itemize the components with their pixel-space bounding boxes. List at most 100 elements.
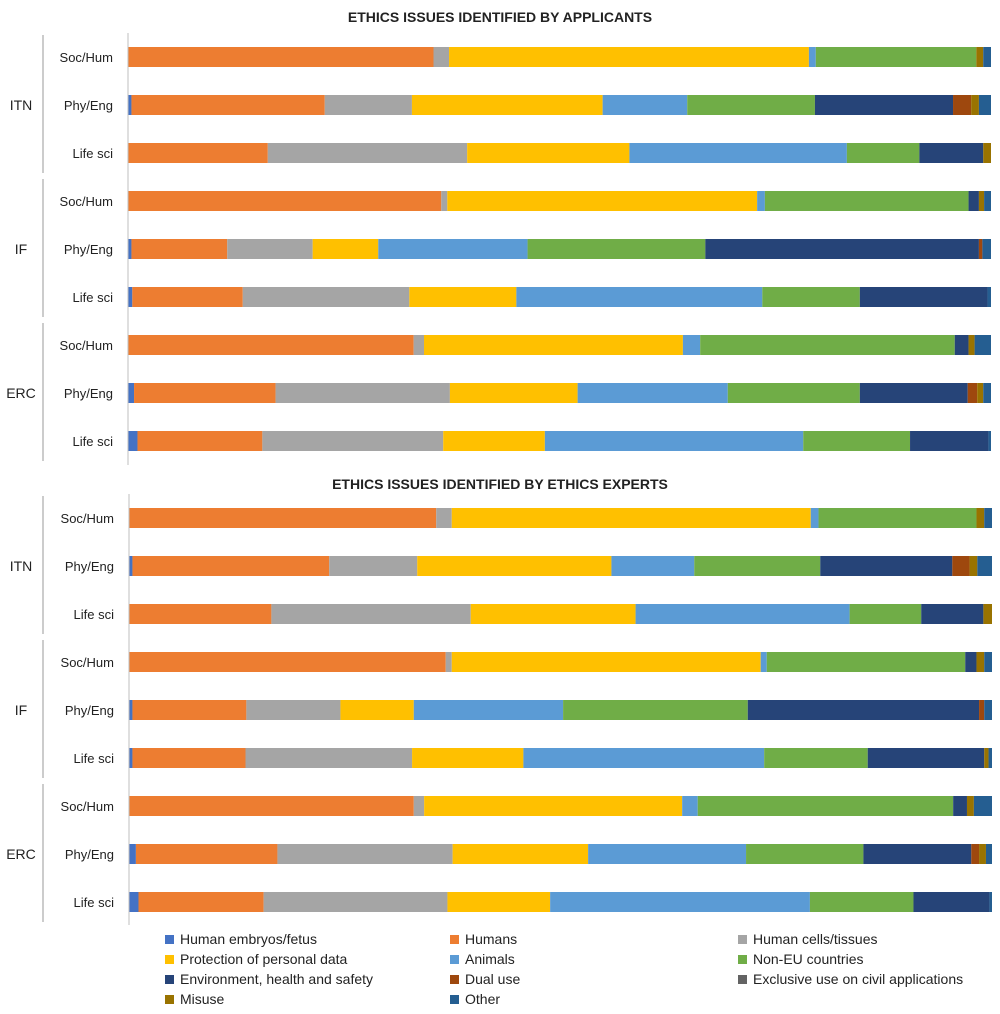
bar-segment-protection-of-personal-data — [424, 335, 683, 355]
row-label: Soc/Hum — [60, 50, 113, 65]
bar-segment-misuse — [976, 508, 985, 528]
bar-segment-animals — [516, 287, 763, 307]
row-label: Soc/Hum — [60, 194, 113, 209]
bar-segment-humans — [128, 143, 268, 163]
bar-segment-other — [987, 287, 991, 307]
bar-segment-animals — [550, 892, 810, 912]
bar-segment-human-embryos-fetus — [128, 95, 132, 115]
row-label: Soc/Hum — [61, 655, 114, 670]
bar-segment-humans — [129, 652, 446, 672]
bar-segment-human-cells-tissues — [262, 431, 444, 451]
bar-segment-animals — [682, 796, 698, 816]
bar-segment-other — [983, 47, 991, 67]
bar-segment-dual-use — [967, 383, 978, 403]
legend-item: Other — [450, 990, 738, 1008]
legend-swatch — [450, 934, 459, 944]
group-label: IF — [15, 241, 27, 257]
bar-segment-dual-use — [971, 844, 980, 864]
bar-segment-protection-of-personal-data — [451, 508, 811, 528]
bar-segment-environment-health-and-safety — [913, 892, 990, 912]
bar-segment-environment-health-and-safety — [968, 191, 979, 211]
legend-swatch — [165, 974, 174, 984]
bar-segment-misuse — [977, 383, 984, 403]
chart-title: ETHICS ISSUES IDENTIFIED BY APPLICANTS — [348, 9, 652, 25]
bar-segment-human-cells-tissues — [242, 287, 410, 307]
bar-segment-protection-of-personal-data — [451, 652, 761, 672]
bar-segment-humans — [132, 700, 247, 720]
bar-segment-animals — [378, 239, 528, 259]
bar-segment-protection-of-personal-data — [447, 191, 758, 211]
bar-segment-non-eu-countries — [764, 748, 868, 768]
bar-segment-misuse — [966, 796, 974, 816]
legend-label: Human cells/tissues — [753, 931, 878, 947]
bar-segment-non-eu-countries — [815, 47, 977, 67]
bar-segment-environment-health-and-safety — [867, 748, 985, 768]
legend-item: Human cells/tissues — [738, 930, 985, 948]
bar-segment-human-cells-tissues — [433, 47, 450, 67]
legend-item: Non-EU countries — [738, 950, 985, 968]
bar-segment-non-eu-countries — [746, 844, 864, 864]
bar-segment-protection-of-personal-data — [452, 844, 589, 864]
group-label: ERC — [6, 846, 36, 862]
bar-segment-humans — [128, 47, 434, 67]
bar-segment-humans — [128, 191, 442, 211]
bar-segment-protection-of-personal-data — [312, 239, 379, 259]
row-label: Soc/Hum — [61, 511, 114, 526]
legend-label: Protection of personal data — [180, 951, 348, 967]
bar-segment-misuse — [983, 604, 992, 624]
bar-segment-human-embryos-fetus — [129, 556, 133, 576]
bar-segment-animals — [757, 191, 765, 211]
legend-item: Exclusive use on civil applications — [738, 970, 985, 988]
bar-segment-environment-health-and-safety — [814, 95, 954, 115]
row-label: Phy/Eng — [65, 703, 114, 718]
bar-segment-non-eu-countries — [818, 508, 977, 528]
bar-segment-human-cells-tissues — [275, 383, 450, 403]
row-label: Life sci — [74, 895, 115, 910]
row-label: Phy/Eng — [65, 559, 114, 574]
bar-segment-other — [983, 383, 991, 403]
legend-swatch — [738, 954, 747, 964]
bar-segment-non-eu-countries — [694, 556, 821, 576]
bar-segment-protection-of-personal-data — [447, 892, 551, 912]
legend-label: Environment, health and safety — [180, 971, 374, 987]
row-label: Life sci — [73, 434, 114, 449]
legend-item: Human embryos/fetus — [165, 930, 450, 948]
bar-segment-dual-use — [953, 95, 972, 115]
row-label: Life sci — [73, 290, 114, 305]
bar-segment-other — [984, 191, 991, 211]
row-label: Soc/Hum — [61, 799, 114, 814]
bar-segment-humans — [138, 892, 264, 912]
bar-segment-non-eu-countries — [766, 652, 966, 672]
bar-segment-protection-of-personal-data — [411, 95, 603, 115]
bar-segment-animals — [413, 700, 564, 720]
bar-segment-other — [988, 748, 992, 768]
bar-segment-other — [984, 652, 992, 672]
bar-segment-human-cells-tissues — [271, 604, 471, 624]
bar-segment-dual-use — [952, 556, 970, 576]
bar-segment-human-cells-tissues — [263, 892, 448, 912]
bar-segment-environment-health-and-safety — [863, 844, 972, 864]
bar-segment-non-eu-countries — [764, 191, 969, 211]
bar-segment-environment-health-and-safety — [859, 287, 988, 307]
bar-segment-human-cells-tissues — [227, 239, 313, 259]
legend-label: Dual use — [465, 971, 521, 987]
bar-segment-human-cells-tissues — [246, 700, 341, 720]
chart-legend: Human embryos/fetus Humans Human cells/tis… — [165, 930, 985, 1008]
bar-segment-other — [984, 508, 992, 528]
bar-segment-animals — [760, 652, 767, 672]
legend-item: Protection of personal data — [165, 950, 450, 968]
bar-segment-other — [989, 892, 992, 912]
bar-segment-human-cells-tissues — [324, 95, 412, 115]
bar-segment-animals — [808, 47, 816, 67]
bar-segment-protection-of-personal-data — [449, 383, 578, 403]
bar-segment-humans — [128, 335, 414, 355]
bar-segment-other — [988, 431, 991, 451]
bar-segment-misuse — [969, 556, 978, 576]
legend-item: Animals — [450, 950, 738, 968]
bar-segment-misuse — [976, 47, 984, 67]
bar-segment-humans — [135, 844, 278, 864]
legend-swatch — [738, 974, 747, 984]
bar-segment-environment-health-and-safety — [953, 796, 967, 816]
bar-segment-misuse — [968, 335, 975, 355]
chart-title: ETHICS ISSUES IDENTIFIED BY ETHICS EXPER… — [332, 476, 668, 492]
